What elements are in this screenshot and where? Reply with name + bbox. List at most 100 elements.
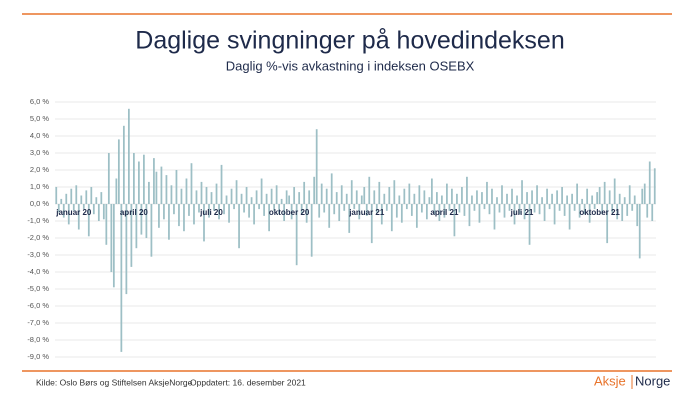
bar xyxy=(516,195,518,204)
bar xyxy=(143,154,145,204)
x-tick-label: april 21 xyxy=(430,208,459,217)
bar xyxy=(383,193,386,204)
bar xyxy=(593,204,596,210)
bar xyxy=(478,204,481,223)
bar xyxy=(90,187,93,204)
bar xyxy=(300,204,303,215)
bar xyxy=(553,204,556,225)
bar xyxy=(178,204,180,227)
bar xyxy=(646,204,649,218)
bar xyxy=(358,204,361,220)
bar xyxy=(643,183,646,204)
bar xyxy=(611,204,614,213)
bar xyxy=(55,187,58,204)
bar xyxy=(135,204,138,249)
bar xyxy=(248,204,250,218)
bar xyxy=(403,188,406,204)
bar xyxy=(418,185,421,204)
bar xyxy=(220,164,223,204)
bar xyxy=(588,204,591,223)
bar xyxy=(228,204,230,223)
bar xyxy=(511,188,513,204)
bar xyxy=(578,204,581,218)
y-tick-label: 1,0 % xyxy=(30,182,50,191)
x-tick-label: juli 21 xyxy=(510,208,534,217)
bar xyxy=(638,204,641,259)
bar xyxy=(338,204,341,221)
bar xyxy=(596,192,599,204)
bar xyxy=(288,195,291,204)
bar xyxy=(616,204,619,220)
bar xyxy=(463,204,466,216)
bar xyxy=(481,192,483,204)
bar xyxy=(456,193,458,204)
bar xyxy=(223,204,225,215)
bar xyxy=(558,204,561,211)
bar xyxy=(636,204,639,227)
y-tick-label: -2,0 % xyxy=(27,233,49,242)
bar xyxy=(375,204,378,213)
bar xyxy=(410,204,413,216)
bar xyxy=(273,204,275,211)
bar xyxy=(566,195,568,204)
bar xyxy=(491,188,493,204)
bar xyxy=(548,204,551,210)
bar xyxy=(138,161,140,204)
bar xyxy=(633,195,636,204)
bar xyxy=(310,204,313,257)
bar xyxy=(571,193,573,204)
bar xyxy=(165,175,168,204)
bar xyxy=(576,183,578,204)
bar xyxy=(443,204,446,218)
bar xyxy=(613,178,616,204)
bar xyxy=(451,188,453,204)
bar xyxy=(543,204,546,221)
bar xyxy=(158,204,160,228)
y-tick-label: 4,0 % xyxy=(30,131,50,140)
bar xyxy=(340,185,343,204)
bar xyxy=(408,183,411,204)
bar xyxy=(581,198,584,204)
bar xyxy=(573,204,576,211)
bar xyxy=(115,178,118,204)
bar xyxy=(233,204,235,210)
bar xyxy=(380,204,383,225)
x-tick-label: oktober 20 xyxy=(269,208,310,217)
bar xyxy=(363,187,366,204)
bar xyxy=(70,188,73,204)
bar xyxy=(193,204,195,225)
y-tick-label: 6,0 % xyxy=(30,97,50,106)
bar xyxy=(278,204,280,215)
bar xyxy=(506,193,508,204)
bar xyxy=(631,204,634,211)
bar xyxy=(328,204,331,228)
bar xyxy=(496,197,498,204)
y-tick-label: -8,0 % xyxy=(27,335,49,344)
bar xyxy=(508,204,511,211)
bar xyxy=(102,204,105,220)
bar xyxy=(305,204,308,223)
bar xyxy=(120,204,123,352)
y-tick-label: -3,0 % xyxy=(27,250,49,259)
bar xyxy=(398,195,401,204)
bar xyxy=(528,204,531,245)
bar xyxy=(433,204,436,215)
bar xyxy=(92,204,95,215)
y-tick-label: -5,0 % xyxy=(27,284,49,293)
bar xyxy=(365,204,368,216)
bar xyxy=(446,183,448,204)
bar xyxy=(428,197,431,204)
bar xyxy=(127,108,130,204)
bar xyxy=(468,204,471,227)
bar xyxy=(188,204,190,216)
bar xyxy=(303,181,306,204)
bar xyxy=(503,204,506,218)
updated: Oppdatert: 16. desember 2021 xyxy=(190,377,306,387)
bar xyxy=(583,204,586,215)
bar xyxy=(453,204,456,237)
bar xyxy=(483,204,486,210)
bar xyxy=(521,180,523,204)
bar xyxy=(441,195,443,204)
bar xyxy=(215,183,218,204)
bar xyxy=(488,204,491,215)
